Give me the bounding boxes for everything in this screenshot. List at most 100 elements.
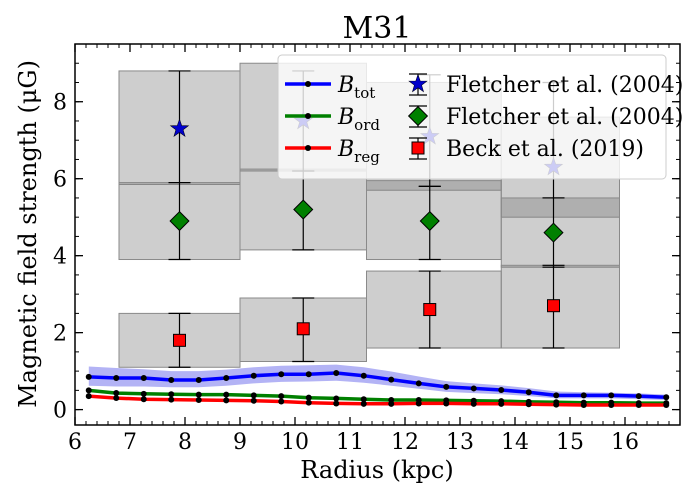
legend-box bbox=[277, 54, 667, 180]
legend-line-dot-ord bbox=[305, 113, 311, 119]
legend-label-square: Beck et al. (2019) bbox=[446, 137, 644, 162]
y-tick-label: 0 bbox=[53, 399, 67, 424]
series-point-tot-13 bbox=[443, 383, 450, 390]
series-point-reg-3 bbox=[168, 396, 175, 403]
legend-label-symbol: B bbox=[337, 137, 354, 162]
series-point-ord-10 bbox=[360, 396, 367, 403]
series-point-tot-8 bbox=[305, 371, 312, 378]
series-point-reg-1 bbox=[113, 395, 120, 402]
legend-label-symbol: B bbox=[337, 105, 354, 130]
data-point-square-3 bbox=[547, 299, 560, 313]
series-point-reg-21 bbox=[663, 401, 670, 408]
data-point-diamond-3 bbox=[543, 222, 564, 243]
series-point-ord-5 bbox=[223, 391, 230, 398]
x-tick-label: 11 bbox=[336, 430, 364, 455]
series-line-ord bbox=[88, 388, 667, 405]
legend-line-dot-reg bbox=[305, 145, 311, 151]
series-point-tot-3 bbox=[168, 376, 175, 383]
legend-marker-diamond bbox=[407, 105, 429, 127]
series-point-tot-0 bbox=[85, 373, 92, 380]
series-point-reg-13 bbox=[443, 400, 450, 407]
legend-label-subscript: ord bbox=[354, 116, 380, 134]
series-point-tot-17 bbox=[553, 392, 560, 399]
x-tick-label: 14 bbox=[501, 430, 529, 455]
series-point-tot-6 bbox=[250, 372, 257, 379]
series-point-tot-21 bbox=[663, 394, 670, 401]
y-tick-label: 4 bbox=[53, 245, 67, 270]
series-point-reg-4 bbox=[195, 396, 202, 403]
data-point-diamond-2 bbox=[419, 210, 440, 232]
series-point-reg-16 bbox=[525, 401, 532, 408]
series-point-tot-2 bbox=[140, 375, 147, 382]
series-point-tot-20 bbox=[635, 393, 642, 400]
series-point-ord-7 bbox=[278, 393, 285, 400]
series-line-tot bbox=[88, 371, 667, 400]
data-point-square-1 bbox=[296, 322, 310, 336]
series-point-reg-11 bbox=[388, 400, 395, 407]
series-point-tot-4 bbox=[195, 376, 202, 383]
series-point-ord-8 bbox=[305, 394, 312, 401]
plot-frame bbox=[74, 43, 681, 426]
data-point-star-0 bbox=[169, 118, 190, 138]
series-point-reg-9 bbox=[333, 400, 340, 407]
series-point-ord-0 bbox=[85, 387, 92, 394]
series-point-reg-20 bbox=[635, 401, 642, 408]
y-axis-title: Magnetic field strength (μG) bbox=[14, 60, 42, 408]
data-point-diamond-1 bbox=[293, 199, 314, 220]
x-tick-label: 13 bbox=[446, 430, 474, 455]
series-point-tot-7 bbox=[278, 371, 285, 378]
series-point-ord-1 bbox=[113, 390, 120, 397]
data-point-diamond-0 bbox=[169, 210, 190, 232]
axis-ticks: 6 7 8 9 10 11 12 13 14 15 16 0 2 4 6 8 bbox=[53, 43, 681, 455]
series-point-reg-6 bbox=[250, 397, 257, 404]
series-point-tot-16 bbox=[525, 389, 532, 396]
series-point-ord-2 bbox=[140, 390, 147, 397]
series-point-reg-14 bbox=[470, 400, 477, 407]
legend-label-tot: Btot bbox=[337, 73, 375, 102]
x-tick-label: 9 bbox=[233, 430, 247, 455]
legend-marker-star bbox=[408, 73, 428, 93]
x-tick-label: 15 bbox=[556, 430, 584, 455]
legend-label-star: Fletcher et al. (2004) bbox=[446, 73, 683, 98]
series-point-reg-19 bbox=[608, 401, 615, 408]
series-point-reg-2 bbox=[140, 396, 147, 403]
legend-label-symbol: B bbox=[337, 73, 354, 98]
series-point-reg-8 bbox=[305, 399, 312, 406]
legend-label-ord: Bord bbox=[337, 105, 380, 134]
x-tick-label: 12 bbox=[391, 430, 419, 455]
y-tick-label: 2 bbox=[53, 322, 67, 347]
x-tick-label: 10 bbox=[281, 430, 309, 455]
y-tick-label: 8 bbox=[53, 91, 67, 116]
series-point-tot-9 bbox=[333, 370, 340, 377]
data-point-square-0 bbox=[173, 333, 186, 347]
legend-label-subscript: reg bbox=[354, 148, 380, 166]
series-point-ord-3 bbox=[168, 391, 175, 398]
series-point-tot-15 bbox=[498, 386, 505, 393]
series-point-reg-18 bbox=[580, 401, 587, 408]
series-point-tot-19 bbox=[608, 392, 615, 399]
legend-label-reg: Breg bbox=[337, 137, 380, 166]
series-point-ord-9 bbox=[333, 395, 340, 402]
series-point-tot-1 bbox=[113, 375, 120, 382]
series-point-tot-14 bbox=[470, 385, 477, 392]
data-point-square-2 bbox=[423, 303, 437, 317]
series-point-reg-10 bbox=[360, 400, 367, 407]
series-point-tot-11 bbox=[388, 376, 395, 383]
legend-label-diamond: Fletcher et al. (2004) bbox=[446, 105, 683, 130]
x-tick-label: 7 bbox=[123, 430, 137, 455]
series-point-ord-6 bbox=[250, 392, 257, 399]
series-point-reg-17 bbox=[553, 401, 560, 408]
legend-line-dot-tot bbox=[305, 81, 311, 87]
series-point-reg-5 bbox=[223, 397, 230, 404]
series-point-tot-5 bbox=[223, 375, 230, 382]
series-point-tot-12 bbox=[415, 380, 422, 387]
series-point-tot-18 bbox=[580, 392, 587, 399]
y-tick-label: 6 bbox=[53, 168, 67, 193]
x-tick-label: 6 bbox=[68, 430, 82, 455]
series-point-tot-10 bbox=[360, 372, 367, 379]
legend-marker-square bbox=[411, 141, 425, 155]
legend-label-subscript: tot bbox=[354, 84, 375, 102]
uncertainty-box-1-3 bbox=[500, 197, 620, 268]
series-line-reg bbox=[88, 394, 667, 407]
